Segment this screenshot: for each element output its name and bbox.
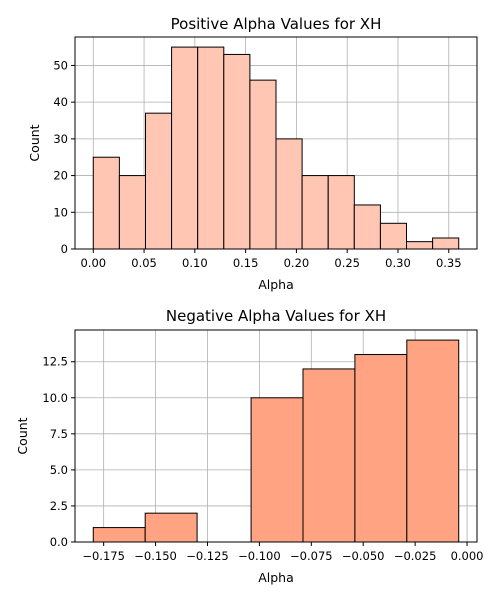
histogram-bar	[171, 46, 199, 250]
histogram-bar	[197, 46, 225, 250]
x-tick-label: 0.000	[451, 549, 484, 563]
x-tick-label: −0.100	[238, 549, 281, 563]
y-tick-label: 0.0	[50, 535, 68, 549]
x-tick-label: −0.075	[290, 549, 333, 563]
y-axis-label: Count	[15, 417, 30, 454]
y-tick-label: 12.5	[42, 355, 68, 369]
positive-alpha-histogram: Positive Alpha Values for XH 0.00 0.05 0.1…	[27, 15, 478, 292]
x-tick-label: 0.10	[182, 256, 208, 270]
x-tick-label: 0.05	[131, 256, 157, 270]
y-tick-label: 2.5	[50, 499, 68, 513]
x-tick-label: −0.125	[186, 549, 229, 563]
y-tick-label: 10.0	[42, 391, 68, 405]
histogram-bar	[250, 397, 304, 543]
y-tick-label: 50	[53, 58, 68, 72]
x-tick-label: −0.050	[342, 549, 385, 563]
histogram-bar	[432, 237, 460, 250]
x-tick-label: −0.150	[134, 549, 177, 563]
histogram-bar	[406, 339, 460, 543]
histogram-bar	[249, 79, 277, 250]
histogram-bar	[144, 112, 173, 250]
histogram-bar	[92, 156, 120, 250]
histogram-bar	[92, 527, 146, 543]
y-tick-label: 10	[53, 205, 68, 219]
chart-title: Negative Alpha Values for XH	[166, 307, 386, 325]
x-tick-label: −0.175	[82, 549, 125, 563]
x-tick-label: 0.00	[80, 256, 106, 270]
histogram-bar	[223, 53, 251, 250]
x-tick-label: 0.30	[385, 256, 411, 270]
histogram-bar	[302, 368, 356, 543]
chart-title: Positive Alpha Values for XH	[171, 15, 382, 33]
y-tick-label: 7.5	[50, 427, 68, 441]
y-tick-label: 20	[53, 169, 68, 183]
y-axis-label: Count	[27, 124, 42, 161]
histogram-bar	[327, 175, 355, 250]
x-axis-label: Alpha	[258, 277, 294, 292]
plot-frame	[74, 329, 478, 543]
negative-alpha-histogram: Negative Alpha Values for XH −0.175 −0.15…	[15, 307, 484, 585]
histogram-bar	[301, 175, 329, 250]
x-tick-label: 0.20	[284, 256, 310, 270]
x-tick-label: 0.25	[334, 256, 360, 270]
histogram-bar	[354, 354, 408, 543]
y-tick-label: 30	[53, 132, 68, 146]
histogram-bar	[118, 175, 146, 250]
x-tick-label: 0.35	[436, 256, 462, 270]
histogram-bar	[353, 204, 381, 250]
x-axis-label: Alpha	[258, 570, 294, 585]
histogram-bar	[144, 512, 198, 543]
histogram-bar	[379, 222, 408, 250]
y-tick-label: 40	[53, 95, 68, 109]
x-tick-label: −0.025	[394, 549, 437, 563]
plot-frame	[74, 36, 478, 250]
histogram-bar	[406, 241, 434, 250]
y-tick-label: 5.0	[50, 463, 68, 477]
histogram-bar	[275, 138, 303, 250]
x-tick-label: 0.15	[233, 256, 259, 270]
y-tick-label: 0	[61, 242, 68, 256]
